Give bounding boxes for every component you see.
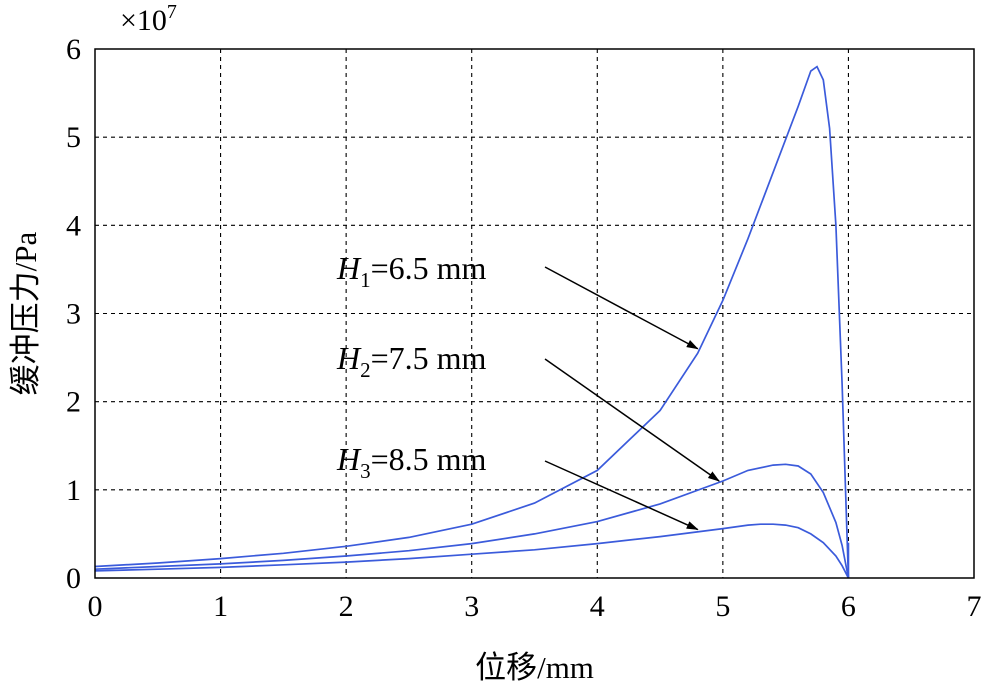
- x-tick-label: 4: [590, 590, 605, 623]
- annotation-arrow-2: [544, 358, 720, 482]
- series-line-3: [94, 523, 850, 579]
- y-axis-label: 缓冲压力/Pa: [8, 231, 43, 395]
- series-line-2: [94, 463, 850, 579]
- series-label-1: H1=6.5 mm: [336, 250, 487, 292]
- y-tick-label: 6: [66, 33, 81, 66]
- y-multiplier-base: ×10: [120, 4, 167, 37]
- annotation-arrow-1: [544, 266, 699, 350]
- x-axis-label: 位移/mm: [475, 650, 594, 685]
- x-tick-label: 7: [967, 590, 982, 623]
- y-tick-label: 3: [66, 298, 81, 331]
- y-tick-label: 1: [66, 474, 81, 507]
- annotations: H1=6.5 mm H2=7.5 mm H3=8.5 mm: [336, 250, 720, 531]
- y-tick-label: 2: [66, 386, 81, 419]
- x-tick-label: 1: [213, 590, 228, 623]
- y-tick-label: 0: [66, 562, 81, 595]
- x-tick-label: 0: [88, 590, 103, 623]
- grid: [95, 49, 974, 578]
- plot-frame: [94, 48, 975, 579]
- annotation-arrow-3: [544, 460, 699, 531]
- x-tick-label: 6: [841, 590, 856, 623]
- y-tick-label: 5: [66, 121, 81, 154]
- x-tick-label: 5: [715, 590, 730, 623]
- series-line-1: [94, 65, 850, 579]
- tick-labels: 0 1 2 3 4 5 6 7 0 1 2 3 4 5 6: [66, 33, 982, 623]
- series-group: [94, 65, 850, 579]
- y-multiplier: ×107: [120, 1, 177, 37]
- y-multiplier-exponent: 7: [167, 1, 177, 23]
- x-tick-label: 2: [339, 590, 354, 623]
- series-label-2: H2=7.5 mm: [336, 340, 487, 382]
- x-tick-label: 3: [464, 590, 479, 623]
- series-label-3: H3=8.5 mm: [336, 441, 487, 483]
- y-tick-label: 4: [66, 209, 81, 242]
